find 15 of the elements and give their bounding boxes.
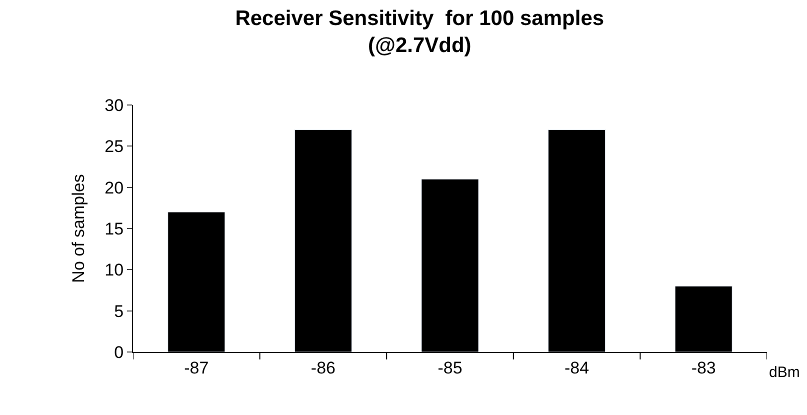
y-tick-label: 10 xyxy=(104,260,124,280)
y-tick-label: 30 xyxy=(104,96,124,115)
y-axis-title: No of samples xyxy=(69,174,88,283)
x-axis-title: dBm xyxy=(769,364,800,381)
x-tick-label: -87 xyxy=(184,358,209,378)
y-tick-label: 5 xyxy=(114,302,124,321)
x-tick-label: -84 xyxy=(564,358,590,378)
x-tick-label: -86 xyxy=(310,358,336,378)
y-tick-label: 15 xyxy=(104,219,124,238)
y-tick-label: 25 xyxy=(104,137,124,156)
y-tick-label: 0 xyxy=(114,342,124,362)
chart-title: Receiver Sensitivity for 100 samples (@2.7Vdd) xyxy=(235,6,604,58)
x-tick-label: -83 xyxy=(691,358,716,378)
y-tick-label: 20 xyxy=(104,178,124,198)
x-tick-label: -85 xyxy=(438,358,462,378)
